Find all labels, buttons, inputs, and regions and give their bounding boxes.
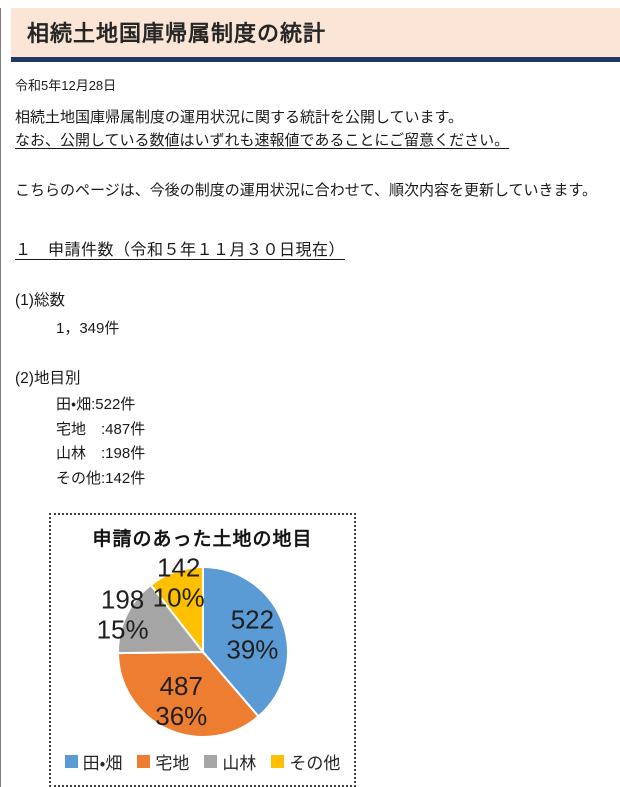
legend-item: 山林 <box>204 749 256 774</box>
chart-panel: 申請のあった土地の地目 522 39% 487 36% 198 15% 142 10% 田・畑… <box>49 513 356 787</box>
legend-item: その他 <box>271 749 340 774</box>
pie-slice <box>116 650 260 738</box>
update-note: こちらのページは、今後の制度の運用状況に合わせて、順次内容を更新していきます。 <box>15 182 598 199</box>
pie-chart: 522 39% 487 36%198 15%142 10% <box>96 552 289 738</box>
legend-swatch-icon <box>137 755 151 768</box>
legend-item: 宅地 <box>137 749 189 774</box>
section-heading-applications: １ 申請件数（令和５年１１月３０日現在） <box>15 242 346 259</box>
legend-label: その他 <box>289 754 341 773</box>
total-value: 1，349件 <box>56 320 120 337</box>
legend-label: 宅地 <box>155 754 190 773</box>
total-label: (1)総数 <box>15 292 65 309</box>
legend-item: 田・畑 <box>64 749 123 774</box>
main-content: 令和5年12月28日 相続土地国庫帰属制度の運用状況に関する統計を公開しています… <box>1 75 620 787</box>
pie-slice <box>116 583 205 655</box>
pie-data-label: 198 15% <box>96 584 148 644</box>
legend-swatch-icon <box>271 755 285 768</box>
page: { "masthead": { "title": "相続土地国庫帰属制度の統計"… <box>0 8 620 787</box>
pie-data-label: 522 39% <box>226 605 278 665</box>
pie-slice <box>148 565 204 655</box>
legend-label: 山林 <box>222 754 257 773</box>
page-title: 相続土地国庫帰属制度の統計 <box>27 21 327 46</box>
legend-label: 田・畑 <box>82 754 123 773</box>
land-type-list: 田・畑:522件 宅地 :487件 山林 :198件 その他:142件 <box>15 393 610 491</box>
intro-paragraph: 相続土地国庫帰属制度の運用状況に関する統計を公開しています。 なお、公開している… <box>15 106 610 152</box>
chart-title: 申請のあった土地の地目 <box>92 529 313 550</box>
list-item: その他:142件 <box>56 469 146 487</box>
list-item: 宅地 :487件 <box>56 420 146 438</box>
list-item: 田・畑:522件 <box>56 396 136 413</box>
chart-legend: 田・畑 宅地 山林 その他 <box>51 749 354 774</box>
intro-line-1: 相続土地国庫帰属制度の運用状況に関する統計を公開しています。 <box>15 109 464 126</box>
pie-data-label: 487 36% <box>155 671 207 731</box>
pie-data-label: 142 10% <box>152 552 204 612</box>
legend-swatch-icon <box>64 755 78 768</box>
pie-slice <box>201 565 289 718</box>
list-item: 山林 :198件 <box>56 445 146 462</box>
masthead: 相続土地国庫帰属制度の統計 <box>11 8 620 62</box>
intro-note-underlined: なお、公開している数値はいずれも速報値であることにご留意ください。 <box>15 132 510 149</box>
publication-date: 令和5年12月28日 <box>15 78 117 93</box>
legend-swatch-icon <box>204 755 218 768</box>
by-type-label: (2)地目別 <box>15 370 81 387</box>
